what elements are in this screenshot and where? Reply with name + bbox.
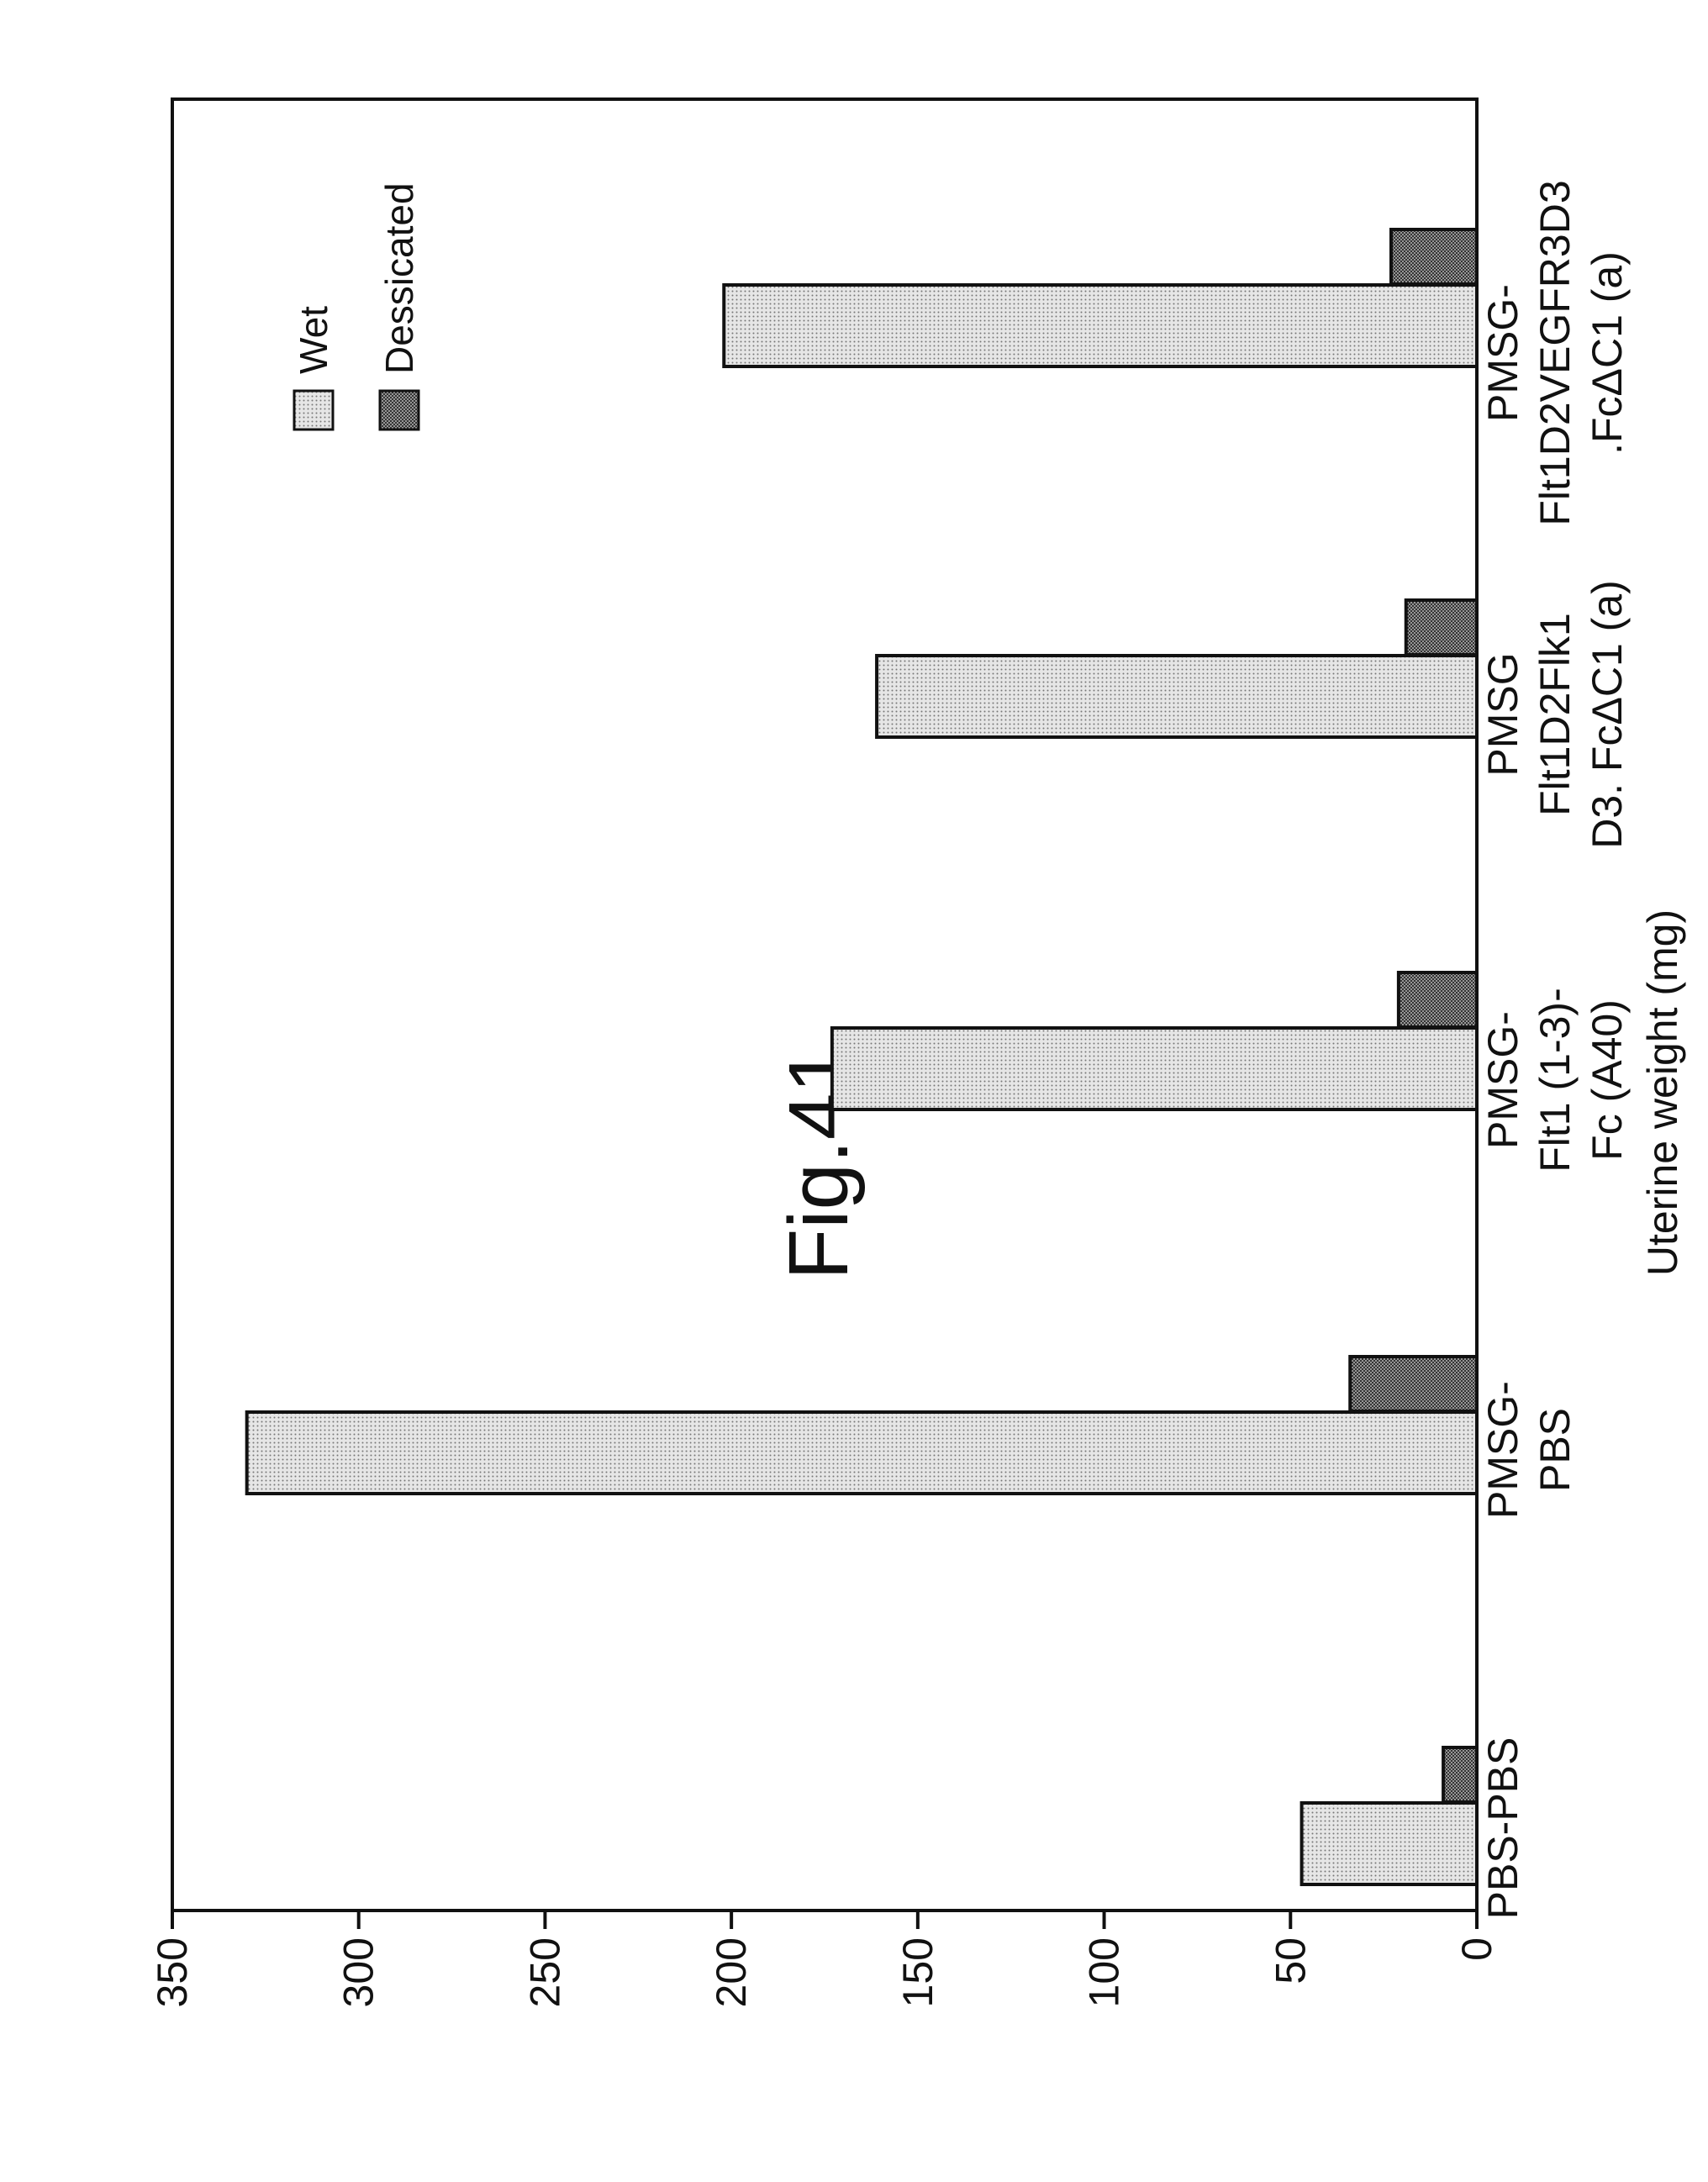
y-tick-label: 150 <box>894 1937 941 2007</box>
category-label: PMSG- <box>1479 1381 1526 1519</box>
y-tick-label: 0 <box>1453 1937 1500 1961</box>
x-axis-categories: PBS-PBSPMSG-PBSPMSG-Flt1 (1-3)-Fc (A40)P… <box>1479 180 1631 1919</box>
category-label: PMSG <box>1479 652 1526 776</box>
bar-wet-1 <box>247 1412 1477 1494</box>
y-tick-label: 50 <box>1267 1937 1314 1984</box>
category-label: Fc (A40) <box>1584 999 1631 1161</box>
category-label: Flt1 (1-3)- <box>1531 988 1579 1172</box>
bar-dessicated-3 <box>1406 600 1477 655</box>
y-tick-label: 250 <box>521 1937 568 2007</box>
bar-wet-0 <box>1302 1803 1477 1884</box>
bar-wet-3 <box>877 656 1477 737</box>
category-label: PMSG- <box>1479 284 1526 422</box>
y-tick-label: 300 <box>335 1937 382 2007</box>
legend-label-wet: Wet <box>292 306 335 374</box>
category-label: .FcΔC1 (a) <box>1584 251 1631 455</box>
bar-wet-2 <box>832 1028 1477 1109</box>
bar-dessicated-1 <box>1350 1357 1477 1411</box>
category-label: D3. FcΔC1 (a) <box>1584 580 1631 849</box>
legend-swatch-dessicated <box>380 391 419 430</box>
y-axis: 0 50 100 150 200 250 300 350 <box>149 1911 1500 2007</box>
bars <box>247 229 1477 1884</box>
category-label: PBS <box>1531 1408 1579 1492</box>
legend-swatch-wet <box>294 391 333 430</box>
legend-label-dessicated: Dessicated <box>377 182 421 374</box>
legend: Wet Dessicated <box>292 182 421 430</box>
bar-dessicated-0 <box>1443 1747 1477 1802</box>
category-label: Flt1D2VEGFR3D3 <box>1531 180 1579 525</box>
bar-dessicated-2 <box>1399 972 1477 1027</box>
bar-dessicated-4 <box>1391 229 1477 284</box>
bar-wet-4 <box>724 285 1477 366</box>
y-axis-label: Uterine weight (mg) <box>1639 909 1686 1276</box>
y-tick-label: 200 <box>708 1937 755 2007</box>
plot-area-frame <box>172 99 1477 1911</box>
y-tick-label: 100 <box>1081 1937 1128 2007</box>
category-label: Flt1D2Flk1 <box>1531 613 1579 816</box>
category-label: PBS-PBS <box>1479 1737 1526 1920</box>
y-tick-label: 350 <box>149 1937 196 2007</box>
category-label: PMSG- <box>1479 1011 1526 1149</box>
